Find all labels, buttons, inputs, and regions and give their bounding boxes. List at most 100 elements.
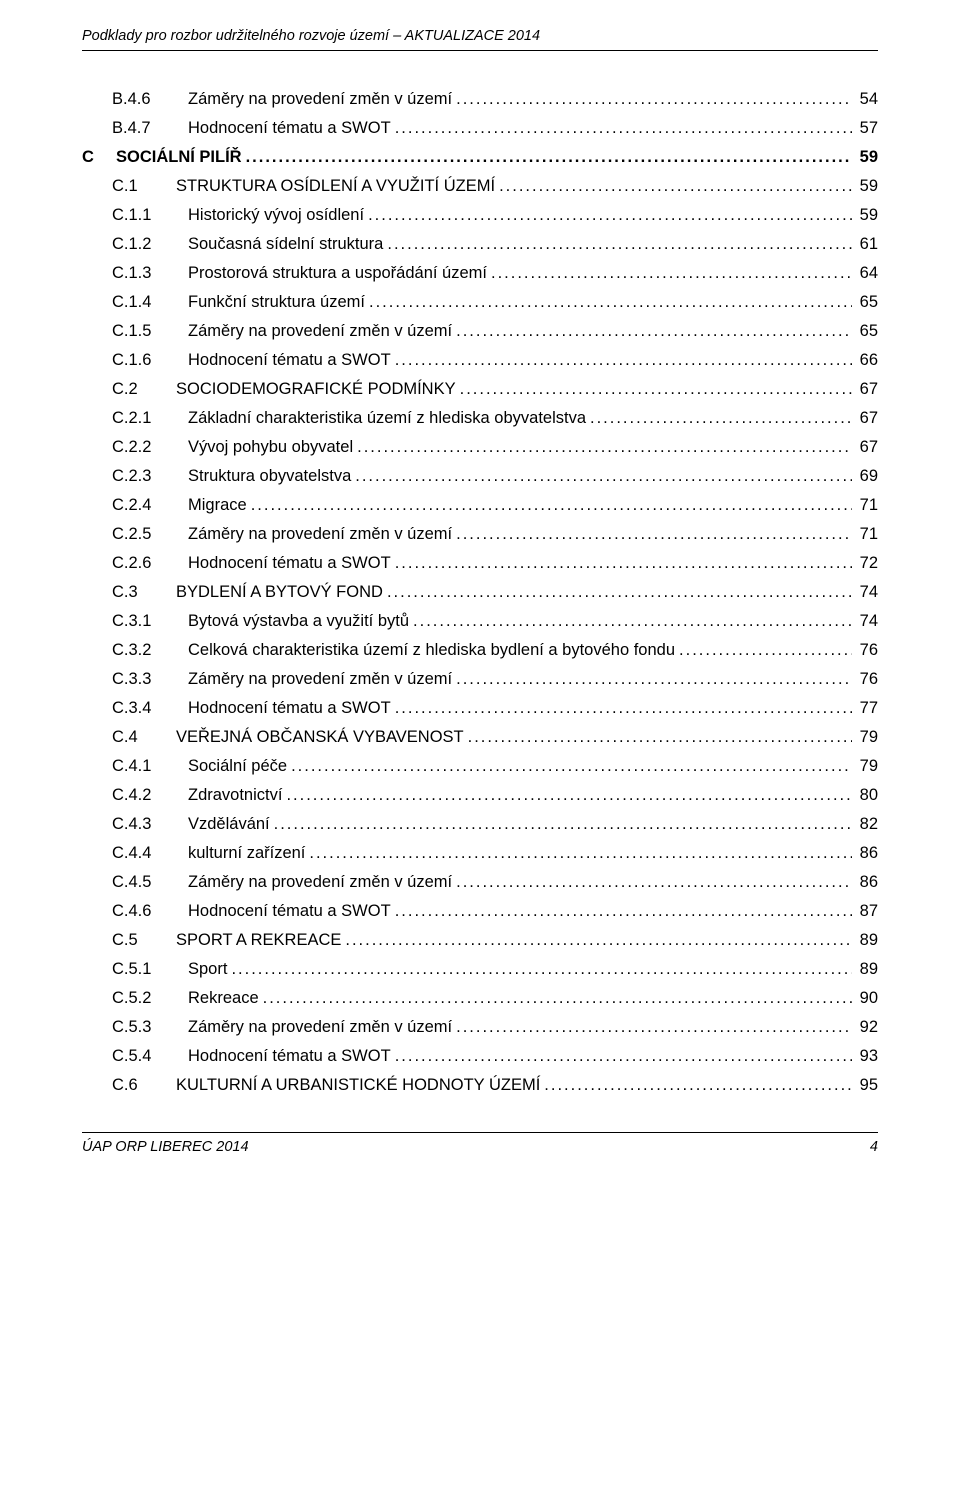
toc-title: SOCIÁLNÍ PILÍŘ [112,149,242,166]
toc-title: Záměry na provedení změn v území [184,874,452,891]
toc-leader [357,439,852,456]
toc-entry: C.4.3Vzdělávání82 [82,816,878,833]
toc-number: C.4.1 [112,758,184,775]
toc-page: 54 [856,91,878,108]
toc-entry: C.2.1Základní charakteristika území z hl… [82,410,878,427]
toc-title: Rekreace [184,990,259,1007]
toc-number: C.6 [112,1077,172,1094]
toc-number: C.1 [112,178,172,195]
toc-leader [456,671,852,688]
toc-entry: C.2.2Vývoj pohybu obyvatel67 [82,439,878,456]
toc-number: C.3.2 [112,642,184,659]
toc-leader [231,961,851,978]
toc-title: Celková charakteristika území z hlediska… [184,642,675,659]
toc-number: C.3.3 [112,671,184,688]
toc-page: 87 [856,903,878,920]
toc-entry: C.2.6Hodnocení tématu a SWOT72 [82,555,878,572]
toc-number: C.1.2 [112,236,184,253]
header-text: Podklady pro rozbor udržitelného rozvoje… [82,28,540,44]
toc-leader [246,149,852,166]
toc-leader [395,1048,852,1065]
toc-page: 72 [856,555,878,572]
toc-number: C.2.5 [112,526,184,543]
toc-number: C.1.5 [112,323,184,340]
toc-entry: C.4VEŘEJNÁ OBČANSKÁ VYBAVENOST79 [82,729,878,746]
toc-leader [345,932,851,949]
toc-title: VEŘEJNÁ OBČANSKÁ VYBAVENOST [172,729,464,746]
toc-number: C.3.4 [112,700,184,717]
toc-entry: C.4.5Záměry na provedení změn v území86 [82,874,878,891]
toc-entry: C.1.3Prostorová struktura a uspořádání ú… [82,265,878,282]
toc-title: Funkční struktura území [184,294,365,311]
toc-leader [395,555,852,572]
toc-leader [499,178,852,195]
toc-leader [251,497,852,514]
toc-entry: C.6KULTURNÍ A URBANISTICKÉ HODNOTY ÚZEMÍ… [82,1077,878,1094]
toc-number: C.2.6 [112,555,184,572]
toc-title: Záměry na provedení změn v území [184,526,452,543]
toc-number: B.4.7 [112,120,184,137]
toc-title: Záměry na provedení změn v území [184,671,452,688]
toc-page: 82 [856,816,878,833]
document-page: Podklady pro rozbor udržitelného rozvoje… [0,0,960,1195]
toc-entry: C.3.1Bytová výstavba a využití bytů74 [82,613,878,630]
page-footer: ÚAP ORP LIBEREC 2014 4 [82,1132,878,1155]
toc-page: 93 [856,1048,878,1065]
toc-number: C [82,149,112,166]
toc-number: C.2.2 [112,439,184,456]
toc-number: C.4.2 [112,787,184,804]
toc-number: C.2.4 [112,497,184,514]
toc-leader [544,1077,851,1094]
toc-title: SPORT A REKREACE [172,932,341,949]
toc-page: 59 [856,149,878,166]
toc-leader [456,323,852,340]
toc-entry: C.1.2Současná sídelní struktura61 [82,236,878,253]
toc-leader [309,845,851,862]
toc-number: C.3.1 [112,613,184,630]
toc-number: C.4 [112,729,172,746]
toc-entry: C.5.3Záměry na provedení změn v území92 [82,1019,878,1036]
table-of-contents: B.4.6Záměry na provedení změn v území54B… [82,91,878,1094]
toc-number: C.2.3 [112,468,184,485]
toc-leader [395,903,852,920]
toc-page: 95 [856,1077,878,1094]
toc-title: Vzdělávání [184,816,270,833]
toc-number: C.5 [112,932,172,949]
toc-page: 57 [856,120,878,137]
toc-leader [456,1019,852,1036]
toc-entry: C.3.3Záměry na provedení změn v území76 [82,671,878,688]
toc-entry: C.4.2Zdravotnictví80 [82,787,878,804]
toc-number: C.1.6 [112,352,184,369]
toc-entry: C.4.1Sociální péče79 [82,758,878,775]
toc-title: Prostorová struktura a uspořádání území [184,265,487,282]
toc-entry: C.4.4kulturní zařízení86 [82,845,878,862]
toc-number: C.5.2 [112,990,184,1007]
toc-number: C.5.3 [112,1019,184,1036]
toc-title: Současná sídelní struktura [184,236,383,253]
toc-leader [387,236,851,253]
toc-page: 92 [856,1019,878,1036]
toc-leader [395,700,852,717]
toc-page: 71 [856,497,878,514]
toc-page: 65 [856,294,878,311]
toc-page: 71 [856,526,878,543]
toc-entry: C.3.2Celková charakteristika území z hle… [82,642,878,659]
toc-leader [274,816,852,833]
toc-title: Záměry na provedení změn v území [184,91,452,108]
toc-title: BYDLENÍ A BYTOVÝ FOND [172,584,383,601]
toc-leader [368,207,852,224]
footer-left: ÚAP ORP LIBEREC 2014 [82,1139,249,1155]
toc-title: STRUKTURA OSÍDLENÍ A VYUŽITÍ ÚZEMÍ [172,178,495,195]
toc-page: 67 [856,410,878,427]
toc-entry: C.5.4Hodnocení tématu a SWOT93 [82,1048,878,1065]
toc-leader [468,729,852,746]
toc-title: Hodnocení tématu a SWOT [184,1048,391,1065]
toc-page: 66 [856,352,878,369]
toc-title: Základní charakteristika území z hledisk… [184,410,586,427]
toc-page: 74 [856,613,878,630]
toc-entry: B.4.7Hodnocení tématu a SWOT 57 [82,120,878,137]
toc-title: Vývoj pohybu obyvatel [184,439,353,456]
toc-title: Zdravotnictví [184,787,282,804]
toc-title: Hodnocení tématu a SWOT [184,120,391,137]
toc-entry: C.3.4Hodnocení tématu a SWOT77 [82,700,878,717]
